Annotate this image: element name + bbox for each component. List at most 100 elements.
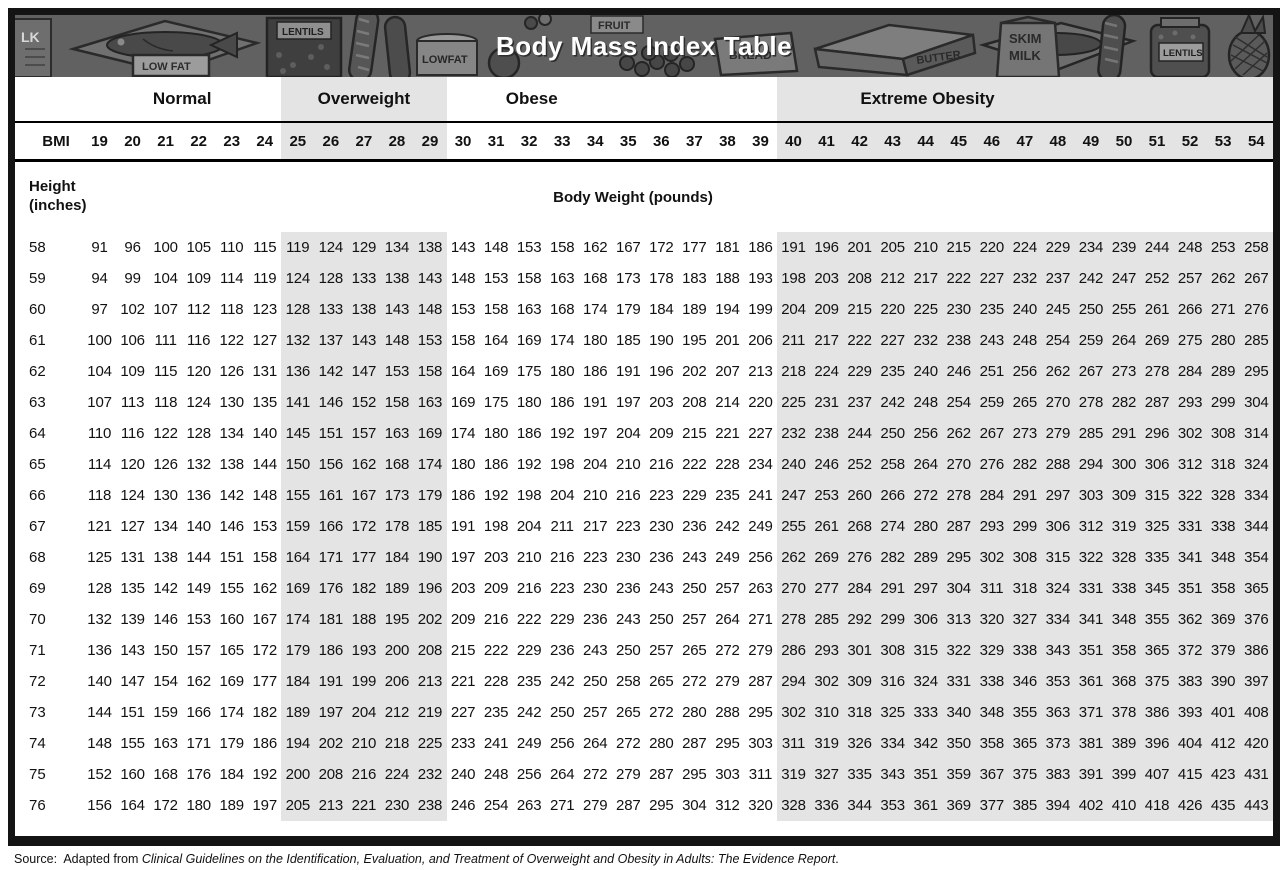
weight-value: 169: [219, 673, 244, 690]
weight-value: 297: [1045, 487, 1071, 504]
weight-value: 122: [153, 425, 178, 442]
bread-bag-label: BREAD: [729, 48, 772, 62]
weight-value: 304: [682, 797, 707, 814]
weight-value: 189: [682, 301, 707, 318]
weight-value: 174: [450, 425, 476, 442]
weight-value: 311: [781, 735, 806, 752]
weight-value: 240: [1012, 301, 1038, 318]
weight-value: 295: [649, 797, 674, 814]
weight-value: 303: [748, 735, 773, 752]
weight-value: 208: [417, 642, 443, 659]
weight-value: 270: [781, 580, 806, 597]
bmi-value: 28: [380, 122, 414, 162]
weight-value: 346: [1012, 673, 1038, 690]
weight-value: 129: [351, 239, 377, 256]
weight-value: 163: [549, 270, 575, 287]
weight-value: 198: [549, 456, 575, 473]
weight-value: 206: [748, 332, 773, 349]
table-row: 63 107 113 118 124 130 135 141 146 152 158 163 169 17…: [15, 387, 1273, 418]
weight-value: 198: [516, 487, 542, 504]
weight-value: 177: [252, 673, 278, 690]
bmi-value: 40: [776, 122, 811, 162]
weight-value: 289: [1210, 363, 1236, 380]
page-title: Body Mass Index Table: [495, 30, 793, 61]
weight-value: 255: [1111, 301, 1137, 318]
weight-value: 239: [1111, 239, 1137, 256]
weight-value: 139: [120, 611, 145, 628]
height-value: 75: [29, 766, 46, 783]
weight-value: 336: [814, 797, 839, 814]
weight-value: 272: [715, 642, 740, 659]
weight-value: 209: [649, 425, 674, 442]
weight-value: 162: [252, 580, 278, 597]
weight-value: 122: [219, 332, 244, 349]
weight-value: 186: [583, 363, 608, 380]
weight-value: 213: [318, 797, 344, 814]
weight-value: 236: [649, 549, 674, 566]
weight-value: 192: [252, 766, 278, 783]
weight-value: 153: [186, 611, 211, 628]
weight-value: 134: [384, 239, 410, 256]
weight-value: 157: [186, 642, 211, 659]
weight-value: 228: [483, 673, 509, 690]
weight-value: 104: [87, 363, 112, 380]
table-row: 64 110 116 122 128 134 140 145 151 157 163 169 174 18…: [15, 418, 1273, 449]
weight-value: 301: [847, 642, 872, 659]
weight-value: 186: [748, 239, 773, 256]
weight-value: 209: [814, 301, 839, 318]
weight-value: 242: [715, 518, 740, 535]
weight-value: 348: [1210, 549, 1236, 566]
weight-value: 105: [186, 239, 211, 256]
category-header-obese: Obese: [446, 77, 777, 123]
weight-value: 240: [781, 456, 806, 473]
weight-value: 110: [87, 425, 112, 442]
weight-value: 342: [913, 735, 938, 752]
weight-value: 287: [748, 673, 773, 690]
weight-value: 267: [1244, 270, 1269, 287]
weight-value: 169: [483, 363, 509, 380]
weight-value: 223: [616, 518, 641, 535]
weight-value: 175: [516, 363, 542, 380]
weight-value: 260: [847, 487, 872, 504]
weight-value: 404: [1177, 735, 1203, 752]
weight-value: 162: [583, 239, 608, 256]
source-note: Source: Adapted from Clinical Guidelines…: [14, 852, 839, 866]
weight-value: 249: [516, 735, 542, 752]
height-value: 69: [29, 580, 46, 597]
weight-value: 181: [318, 611, 344, 628]
weight-value: 164: [483, 332, 509, 349]
weight-value: 220: [979, 239, 1005, 256]
weight-value: 238: [417, 797, 443, 814]
weight-value: 141: [285, 394, 311, 411]
weight-value: 295: [1244, 363, 1269, 380]
source-suffix: .: [835, 852, 839, 866]
weight-value: 180: [583, 332, 608, 349]
weight-value: 217: [913, 270, 938, 287]
weight-value: 234: [748, 456, 773, 473]
weight-value: 135: [252, 394, 278, 411]
weight-value: 223: [649, 487, 674, 504]
bmi-value: 19: [83, 122, 117, 162]
weight-value: 144: [252, 456, 278, 473]
weight-value: 262: [1210, 270, 1236, 287]
weight-value: 215: [450, 642, 476, 659]
weight-value: 272: [583, 766, 608, 783]
bmi-value: 31: [479, 122, 513, 162]
weight-value: 328: [1210, 487, 1236, 504]
weight-value: 312: [1078, 518, 1104, 535]
weight-value: 176: [318, 580, 344, 597]
height-value: 72: [29, 673, 46, 690]
weight-value: 106: [120, 332, 145, 349]
weight-value: 132: [87, 611, 112, 628]
weight-value: 257: [583, 704, 608, 721]
weight-value: 216: [483, 611, 509, 628]
weight-value: 151: [120, 704, 145, 721]
weight-value: 271: [748, 611, 773, 628]
lentils-sack-label: LENTILS: [282, 27, 324, 38]
weight-value: 158: [252, 549, 278, 566]
bmi-value: 34: [578, 122, 612, 162]
bmi-value: 42: [843, 122, 877, 162]
weight-value: 344: [1244, 518, 1269, 535]
weight-value: 308: [880, 642, 905, 659]
weight-value: 225: [417, 735, 443, 752]
